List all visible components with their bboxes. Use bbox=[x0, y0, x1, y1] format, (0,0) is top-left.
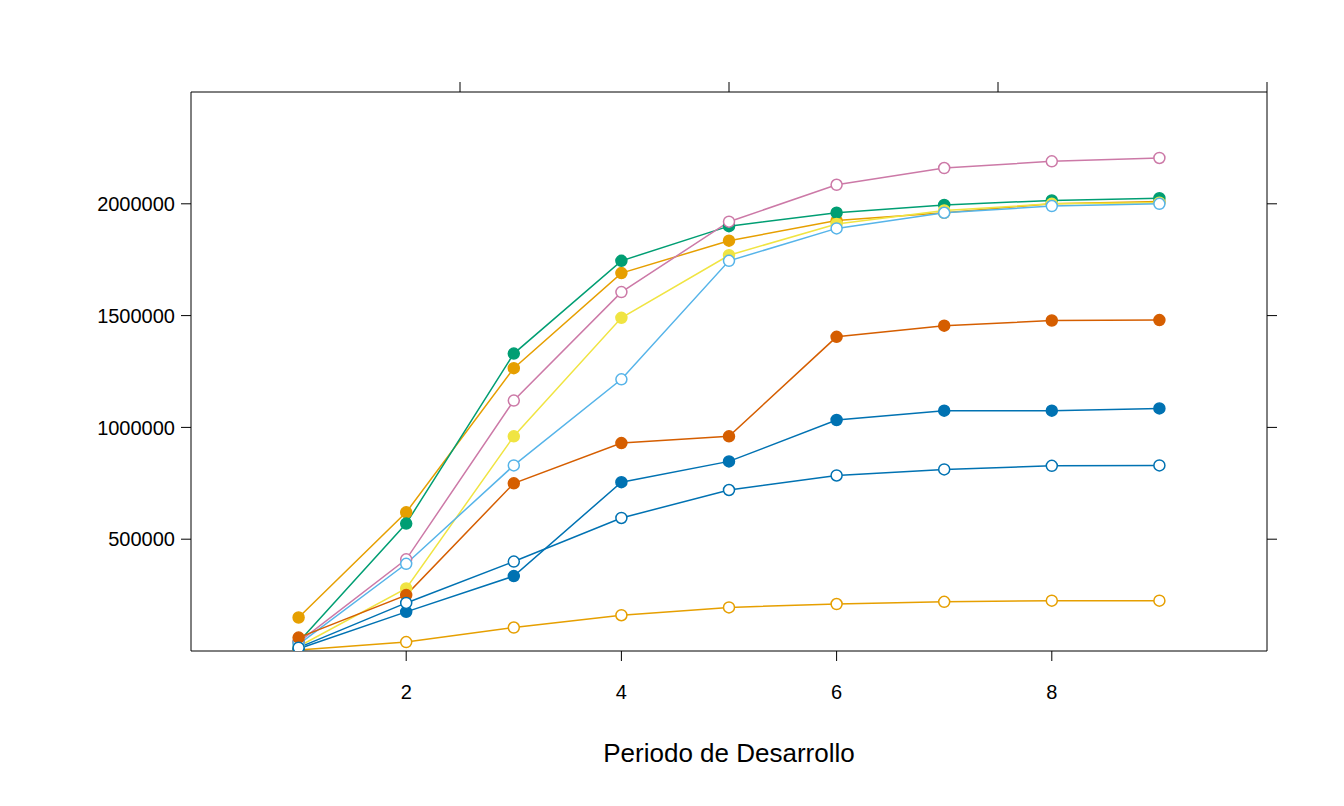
svg-text:4: 4 bbox=[616, 681, 627, 703]
svg-text:2: 2 bbox=[401, 681, 412, 703]
svg-text:Periodo de Desarrollo: Periodo de Desarrollo bbox=[603, 738, 854, 768]
svg-text:6: 6 bbox=[831, 681, 842, 703]
svg-text:1500000: 1500000 bbox=[97, 305, 175, 327]
svg-text:1000000: 1000000 bbox=[97, 417, 175, 439]
svg-text:500000: 500000 bbox=[108, 528, 175, 550]
svg-text:2000000: 2000000 bbox=[97, 193, 175, 215]
svg-text:8: 8 bbox=[1046, 681, 1057, 703]
